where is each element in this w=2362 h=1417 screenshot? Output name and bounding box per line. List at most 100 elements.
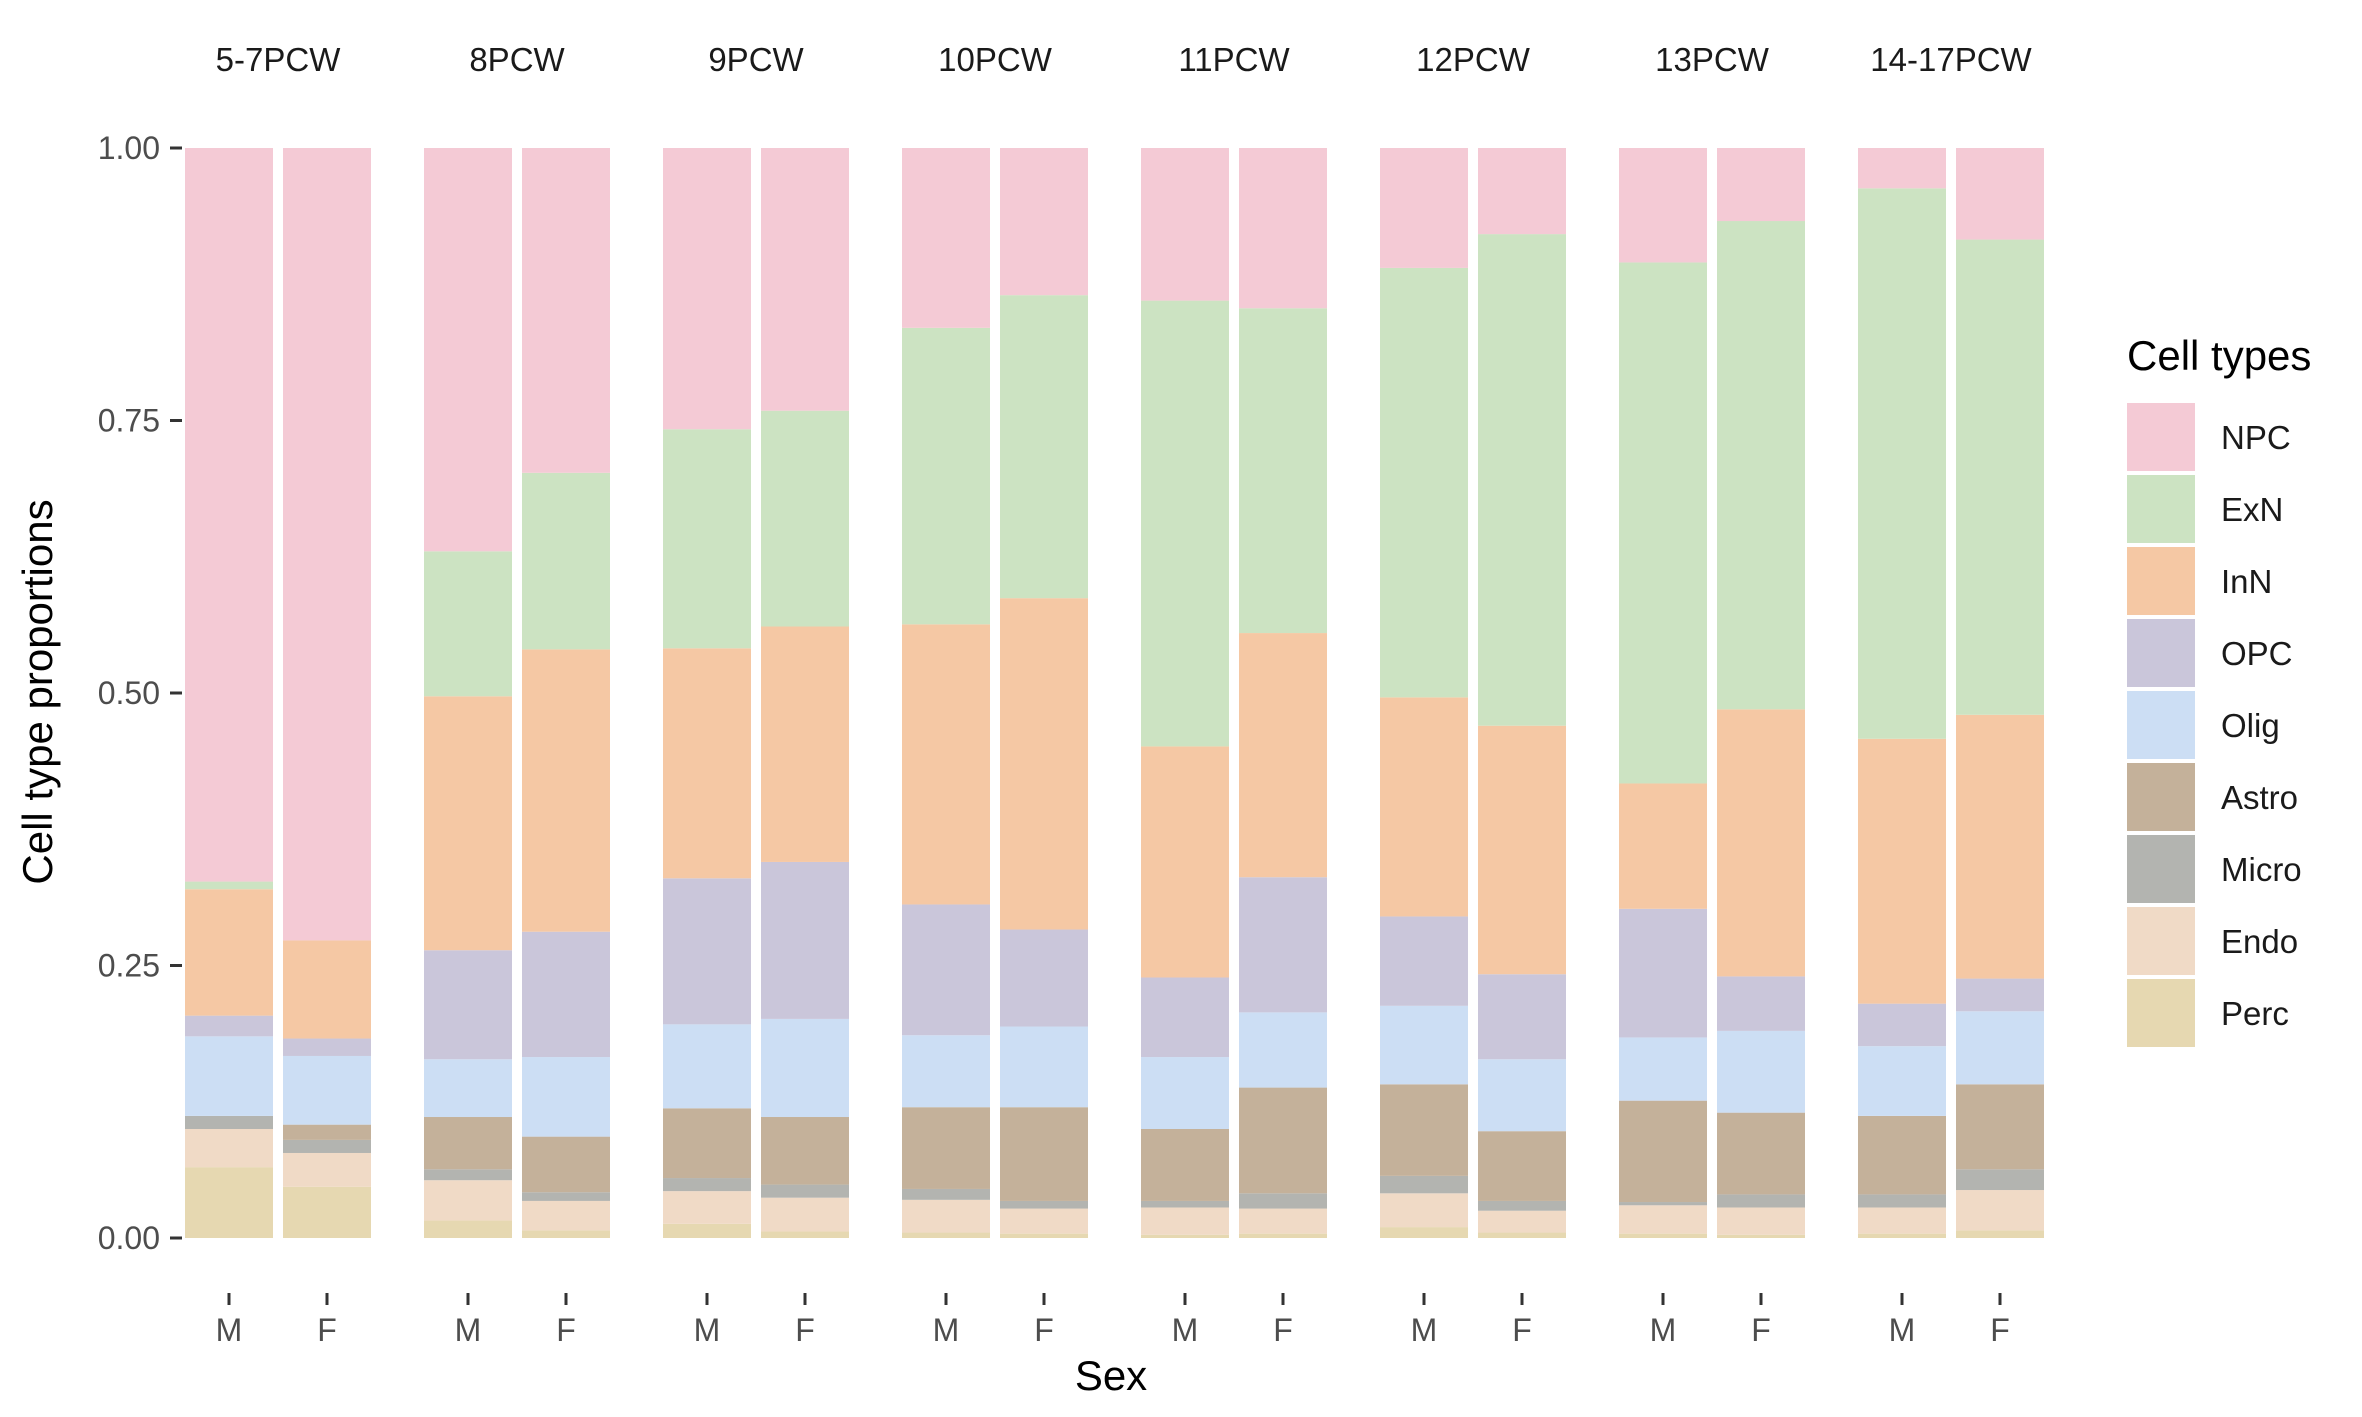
bar-segment-perc — [1000, 1233, 1088, 1238]
legend-swatch-perc — [2127, 979, 2195, 1047]
bar-segment-npc — [283, 148, 371, 941]
bar-segment-endo — [1380, 1193, 1468, 1228]
bar-segment-endo — [1717, 1207, 1805, 1235]
x-tick-label: M — [694, 1312, 721, 1348]
x-tick-label: F — [1273, 1312, 1293, 1348]
bar-segment-perc — [283, 1186, 371, 1238]
bar-segment-perc — [1141, 1234, 1229, 1238]
bar-segment-micro — [1141, 1200, 1229, 1208]
bar-segment-astro — [902, 1107, 990, 1189]
bar-segment-endo — [1478, 1210, 1566, 1233]
bar-segment-npc — [1000, 148, 1088, 296]
bar-segment-opc — [1956, 978, 2044, 1012]
bar-segment-astro — [1380, 1084, 1468, 1176]
facet-label: 13PCW — [1655, 41, 1770, 78]
bar-segment-micro — [283, 1139, 371, 1153]
y-axis: 0.00 0.25 0.50 0.75 1.00 — [98, 130, 182, 1256]
bar-segment-perc — [663, 1223, 751, 1238]
legend-swatch-endo — [2127, 907, 2195, 975]
bar-segment-micro — [761, 1184, 849, 1198]
bar-segment-exn — [1619, 262, 1707, 784]
legend-swatch-astro — [2127, 763, 2195, 831]
bar-segment-perc — [1619, 1233, 1707, 1238]
bar-segment-endo — [663, 1191, 751, 1224]
bar-segment-micro — [1858, 1194, 1946, 1208]
x-tick-label: F — [556, 1312, 576, 1348]
legend-label: Perc — [2221, 995, 2289, 1032]
legend-title: Cell types — [2127, 332, 2311, 379]
bar-segment-astro — [1717, 1112, 1805, 1195]
x-tick-label: F — [795, 1312, 815, 1348]
bar-segment-olig — [1858, 1046, 1946, 1116]
bar-segment-exn — [902, 327, 990, 625]
bar-segment-olig — [1000, 1026, 1088, 1108]
bar-segment-exn — [1717, 221, 1805, 710]
y-tick-label: 1.00 — [98, 130, 160, 166]
bar-segment-npc — [1380, 148, 1468, 268]
bar-segment-exn — [424, 551, 512, 697]
bar-segment-astro — [663, 1108, 751, 1179]
y-axis-title: Cell type proportions — [14, 499, 61, 884]
bar-segment-inn — [185, 889, 273, 1016]
y-tick-label: 0.50 — [98, 675, 160, 711]
bar-segment-astro — [761, 1117, 849, 1185]
bar-segment-perc — [1858, 1233, 1946, 1238]
bar-segment-opc — [1619, 908, 1707, 1038]
bar-segment-inn — [1380, 697, 1468, 917]
bar-segment-astro — [1239, 1087, 1327, 1194]
bar-segment-endo — [1000, 1208, 1088, 1234]
bar-segment-endo — [902, 1199, 990, 1233]
bar-segment-opc — [663, 878, 751, 1025]
bar-segment-inn — [424, 696, 512, 951]
bar-segment-micro — [902, 1188, 990, 1200]
legend: Cell types NPC ExN InN OPC Olig Astro Micro End… — [2127, 332, 2311, 1047]
bar-segment-inn — [1717, 709, 1805, 977]
bar-segment-inn — [902, 624, 990, 905]
bar-segment-micro — [1619, 1202, 1707, 1206]
bar-segment-perc — [1717, 1234, 1805, 1238]
bar-segment-npc — [1239, 148, 1327, 309]
bar-segment-exn — [1478, 234, 1566, 726]
bar-segment-inn — [761, 626, 849, 862]
bars — [185, 148, 2044, 1238]
bar-segment-astro — [1141, 1129, 1229, 1201]
bar-segment-micro — [663, 1178, 751, 1192]
legend-swatch-opc — [2127, 619, 2195, 687]
bar-segment-inn — [1619, 783, 1707, 909]
y-tick-label: 0.75 — [98, 403, 160, 439]
legend-items: NPC ExN InN OPC Olig Astro Micro Endo Perc — [2127, 403, 2302, 1047]
bar-segment-opc — [1239, 877, 1327, 1013]
bar-segment-perc — [1239, 1233, 1327, 1238]
facet-label: 8PCW — [469, 41, 565, 78]
bar-segment-inn — [1000, 598, 1088, 930]
bar-segment-endo — [1619, 1205, 1707, 1234]
legend-label: OPC — [2221, 635, 2293, 672]
bar-segment-astro — [1619, 1100, 1707, 1203]
x-tick-label: M — [933, 1312, 960, 1348]
bar-segment-micro — [1956, 1169, 2044, 1191]
bar-segment-inn — [1956, 714, 2044, 979]
legend-label: Astro — [2221, 779, 2298, 816]
bar-segment-endo — [185, 1129, 273, 1168]
x-tick-label: F — [1990, 1312, 2010, 1348]
bar-segment-npc — [1858, 148, 1946, 189]
bar-segment-npc — [1478, 148, 1566, 235]
bar-segment-npc — [1717, 148, 1805, 222]
x-tick-label: F — [317, 1312, 337, 1348]
bar-segment-exn — [1956, 239, 2044, 715]
bar-segment-micro — [1000, 1200, 1088, 1209]
bar-segment-perc — [902, 1232, 990, 1238]
bar-segment-npc — [1141, 148, 1229, 301]
bar-segment-perc — [522, 1230, 610, 1238]
bar-segment-astro — [283, 1124, 371, 1140]
bar-segment-endo — [761, 1197, 849, 1232]
bar-segment-astro — [1858, 1115, 1946, 1195]
bar-segment-astro — [1000, 1107, 1088, 1201]
bar-segment-endo — [1956, 1190, 2044, 1231]
bar-segment-olig — [1380, 1005, 1468, 1085]
bar-segment-npc — [902, 148, 990, 328]
legend-swatch-exn — [2127, 475, 2195, 543]
x-tick-label: M — [455, 1312, 482, 1348]
x-tick-label: M — [1411, 1312, 1438, 1348]
bar-segment-perc — [761, 1231, 849, 1238]
